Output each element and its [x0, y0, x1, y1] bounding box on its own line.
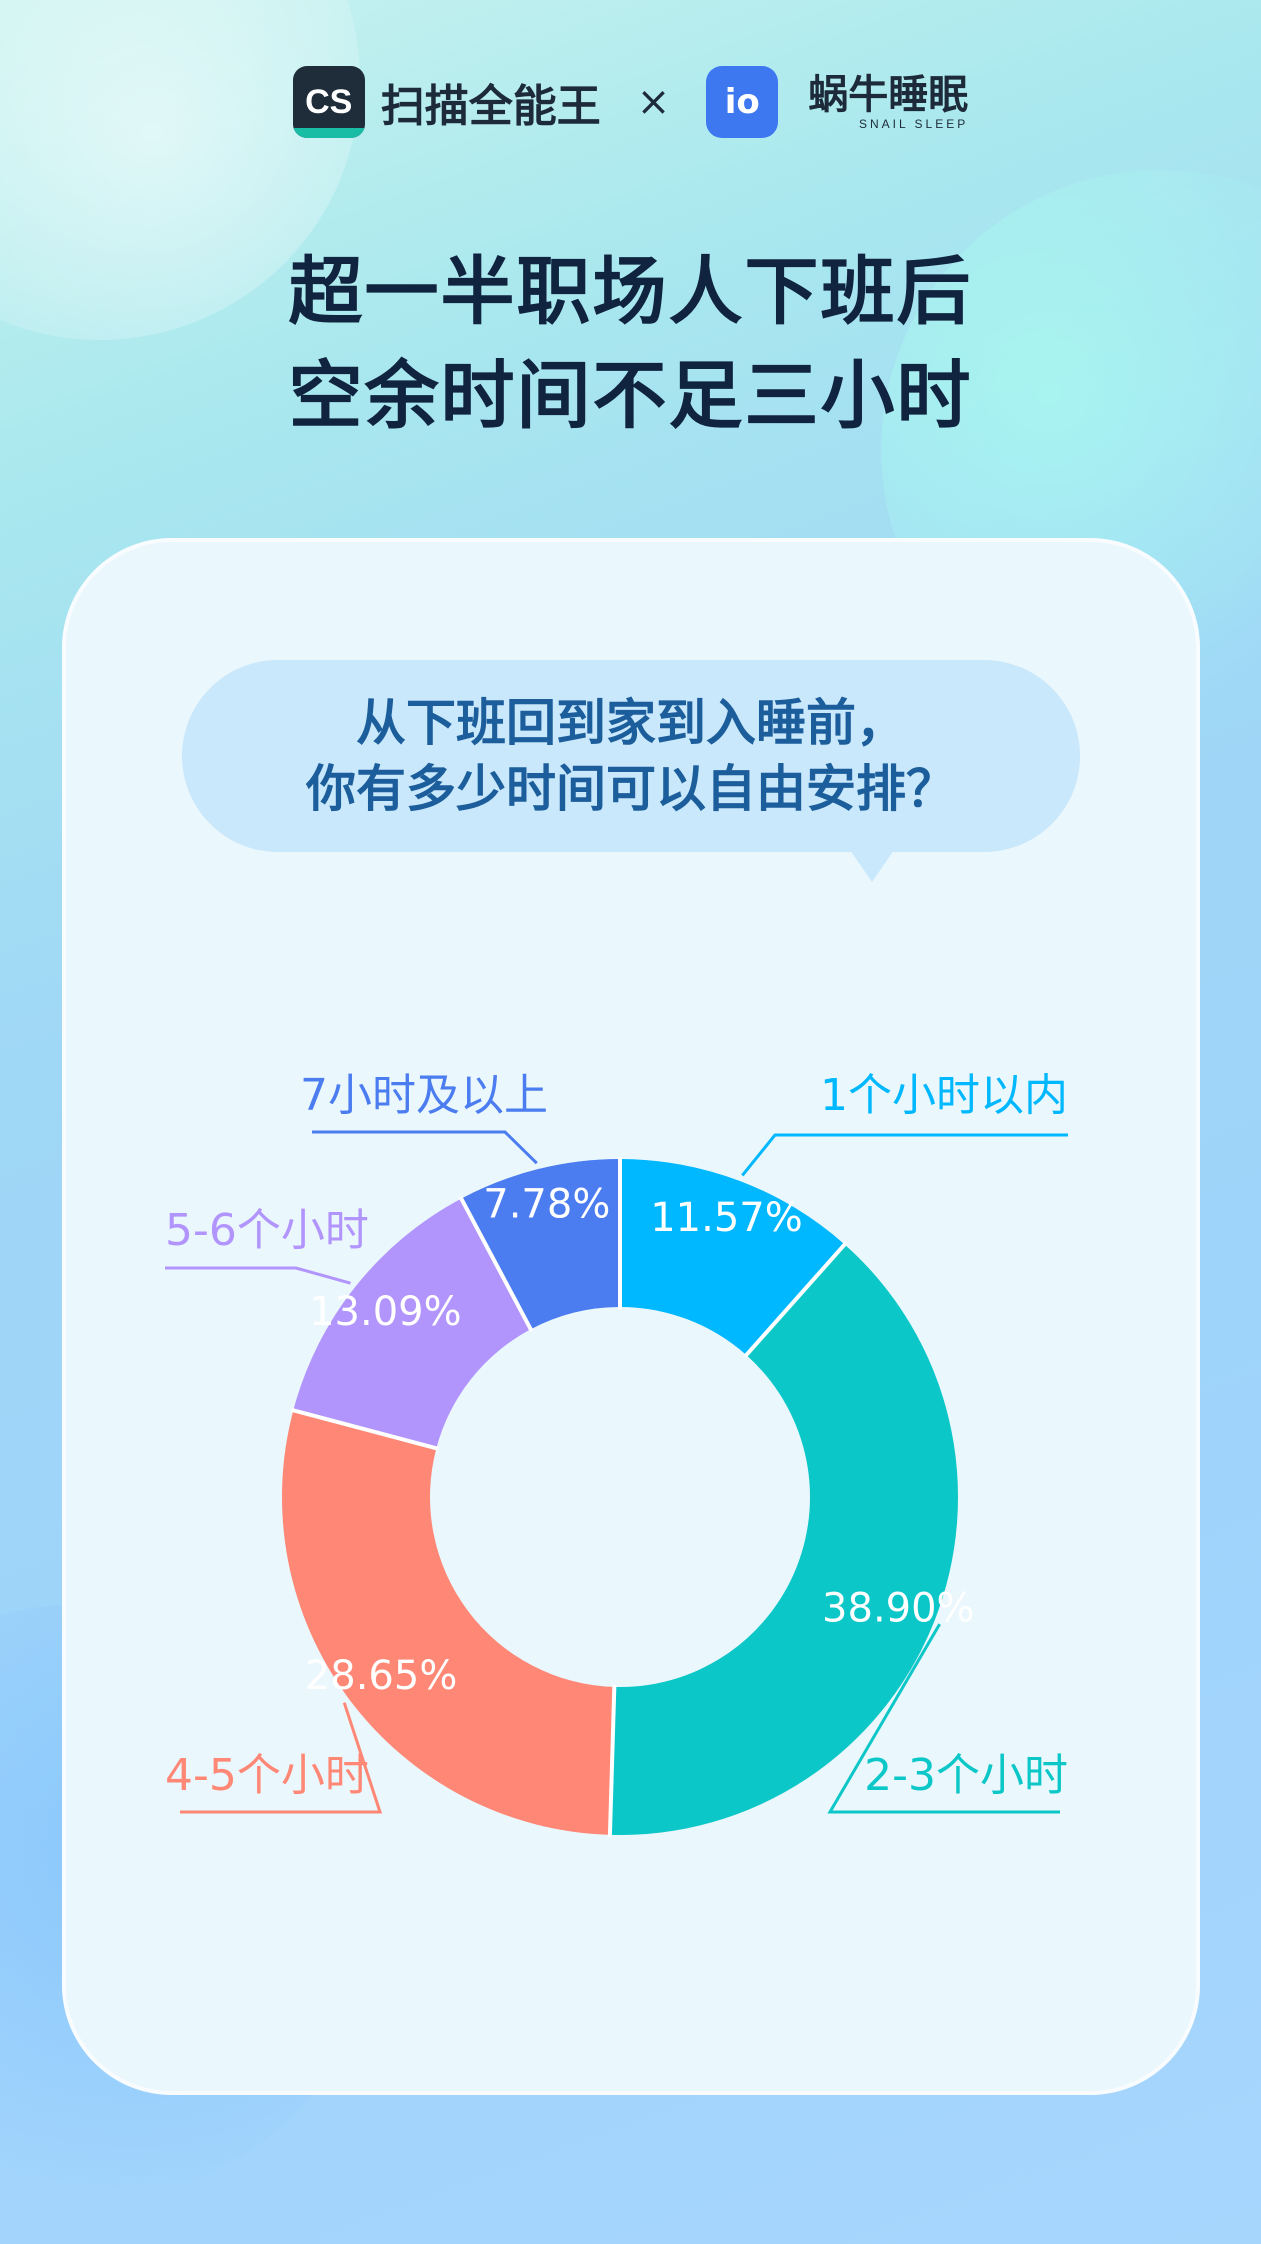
slice-category-label: 4-5个小时 — [165, 1750, 369, 1801]
slice-separator — [743, 1241, 848, 1358]
speech-bubble-tail — [850, 850, 894, 882]
slice-value-label: 7.78% — [483, 1182, 610, 1228]
snail-sleep-name-en: SNAIL SLEEP — [858, 117, 969, 131]
slice-value-label: 13.09% — [309, 1289, 462, 1335]
title-line-2: 空余时间不足三小时 — [288, 353, 973, 439]
page-title: 超一半职场人下班后 空余时间不足三小时 — [0, 240, 1261, 448]
snail-sleep-brand: io 蜗牛睡眠 SNAIL SLEEP — [706, 66, 968, 138]
donut-slice — [609, 1244, 959, 1836]
slice-separator — [290, 1407, 439, 1451]
leader-line — [165, 1266, 351, 1285]
donut-slice — [282, 1410, 615, 1835]
snail-sleep-name-cn: 蜗牛睡眠 — [808, 72, 969, 118]
slice-category-label: 1个小时以内 — [820, 1070, 1068, 1121]
slice-value-label: 28.65% — [305, 1653, 458, 1699]
camscanner-logo-text: CS — [305, 82, 353, 121]
question-line-2: 你有多少时间可以自由安排？ — [306, 760, 956, 818]
slice-category-label: 5-6个小时 — [165, 1205, 369, 1256]
slice-value-label: 11.57% — [650, 1195, 803, 1241]
snail-sleep-wordmark: 蜗牛睡眠 SNAIL SLEEP — [808, 73, 968, 131]
slice-separator — [607, 1684, 617, 1837]
leader-line — [312, 1130, 538, 1165]
slice-category-label: 2-3个小时 — [864, 1750, 1068, 1801]
leader-line — [827, 1623, 1060, 1814]
leader-line — [741, 1133, 1068, 1177]
camscanner-brand-name: 扫描全能王 — [380, 81, 601, 132]
camscanner-brand: CS 扫描全能王 — [292, 66, 601, 138]
slice-value-label: 38.90% — [822, 1586, 975, 1632]
brand-header: CS 扫描全能王 × io 蜗牛睡眠 SNAIL SLEEP — [0, 62, 1261, 142]
title-line-1: 超一半职场人下班后 — [288, 249, 973, 335]
survey-question-bubble: 从下班回到家到入睡前， 你有多少时间可以自由安排？ — [182, 660, 1080, 852]
snail-sleep-logo-icon: io — [706, 66, 779, 138]
leader-line — [180, 1702, 383, 1814]
slice-separator — [458, 1195, 534, 1332]
camscanner-logo-icon: CS — [292, 66, 365, 138]
question-line-1: 从下班回到家到入睡前， — [356, 694, 906, 752]
donut-slice — [293, 1198, 531, 1449]
snail-logo-text: io — [724, 82, 760, 122]
donut-slice — [461, 1159, 620, 1330]
slice-category-label: 7小时及以上 — [300, 1070, 548, 1121]
collab-times-sign: × — [636, 79, 671, 125]
